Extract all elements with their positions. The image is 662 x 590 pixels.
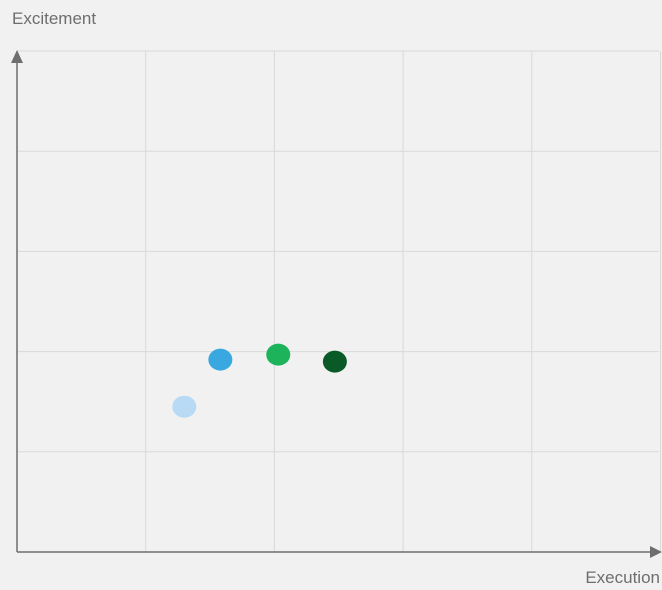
x-axis-arrow <box>650 546 662 558</box>
data-point <box>322 350 347 373</box>
grid-lines <box>17 50 661 552</box>
axes <box>11 50 662 558</box>
data-point <box>208 348 233 371</box>
data-points <box>172 343 347 418</box>
y-axis-arrow <box>11 50 23 63</box>
data-point <box>172 395 197 418</box>
data-point <box>266 343 291 366</box>
y-axis-title: Excitement <box>12 9 97 28</box>
x-axis-title: Execution <box>585 568 660 587</box>
